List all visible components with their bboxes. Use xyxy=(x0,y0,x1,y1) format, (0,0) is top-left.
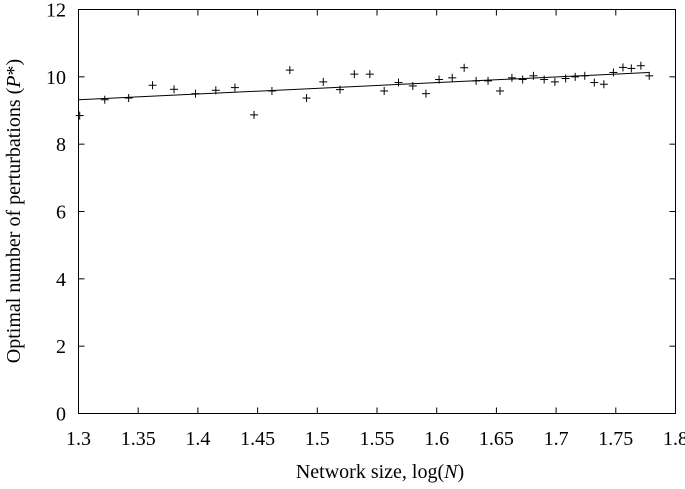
x-tick-label: 1.3 xyxy=(66,428,91,450)
data-point xyxy=(507,73,516,82)
data-point xyxy=(571,72,580,81)
data-point xyxy=(365,70,374,79)
x-tick-label: 1.45 xyxy=(240,428,275,450)
y-tick-label: 12 xyxy=(46,0,66,22)
y-tick-label: 2 xyxy=(56,336,66,358)
data-point xyxy=(590,78,599,87)
data-point xyxy=(267,86,276,95)
data-point xyxy=(435,75,444,84)
y-tick-label: 10 xyxy=(46,67,66,89)
data-point xyxy=(75,111,84,120)
x-tick-label: 1.75 xyxy=(598,428,633,450)
data-point xyxy=(191,89,200,98)
data-points xyxy=(75,61,654,120)
data-point xyxy=(550,77,559,86)
data-point xyxy=(561,74,570,83)
data-point xyxy=(302,94,311,103)
data-point xyxy=(448,73,457,82)
x-tick-label: 1.65 xyxy=(479,428,514,450)
data-point xyxy=(148,81,157,90)
x-tick-label: 1.55 xyxy=(360,428,395,450)
y-tick-label: 4 xyxy=(56,269,66,291)
data-point xyxy=(636,61,645,70)
x-tick-label: 1.5 xyxy=(305,428,330,450)
data-point xyxy=(599,80,608,89)
data-point xyxy=(124,94,133,103)
data-point xyxy=(100,95,109,104)
y-tick-label: 6 xyxy=(56,202,66,224)
data-point xyxy=(408,81,417,90)
y-axis-label: Optimal number of perturbations (P*) xyxy=(3,59,25,363)
data-point xyxy=(460,63,469,72)
x-tick-label: 1.6 xyxy=(424,428,449,450)
data-point xyxy=(350,70,359,79)
data-point xyxy=(609,68,618,77)
data-point xyxy=(170,85,179,94)
x-tick-label: 1.8 xyxy=(663,428,685,450)
data-point xyxy=(421,89,430,98)
plot-frame xyxy=(78,9,676,414)
data-point xyxy=(319,77,328,86)
data-point xyxy=(580,71,589,80)
data-point xyxy=(645,71,654,80)
data-point xyxy=(380,86,389,95)
data-point xyxy=(394,78,403,87)
x-axis-label: Network size, log(N) xyxy=(296,461,464,483)
y-axis-ticks: 0 2 4 6 8 10 12 xyxy=(46,0,676,426)
x-axis-ticks: 1.3 1.35 1.4 1.45 1.5 1.55 1.6 1.65 1.7 1.75 1.8 xyxy=(66,9,685,450)
data-point xyxy=(230,83,239,92)
y-tick-label: 8 xyxy=(56,134,66,156)
y-tick-label: 0 xyxy=(56,404,66,426)
data-point xyxy=(250,110,259,119)
data-point xyxy=(211,86,220,95)
data-point xyxy=(627,64,636,73)
data-point xyxy=(495,86,504,95)
x-tick-label: 1.4 xyxy=(185,428,210,450)
data-point xyxy=(335,85,344,94)
data-point xyxy=(472,76,481,85)
trend-line-layer xyxy=(78,71,650,101)
data-point xyxy=(285,66,294,75)
data-point xyxy=(540,75,549,84)
x-tick-label: 1.35 xyxy=(121,428,156,450)
data-point xyxy=(618,63,627,72)
data-point xyxy=(518,75,527,84)
data-point xyxy=(529,71,538,80)
x-tick-label: 1.7 xyxy=(544,428,569,450)
data-point xyxy=(484,76,493,85)
trend-line xyxy=(78,71,650,101)
